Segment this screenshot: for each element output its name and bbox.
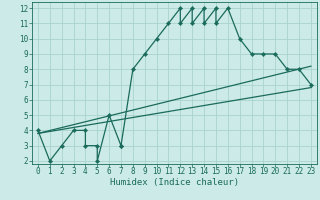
- X-axis label: Humidex (Indice chaleur): Humidex (Indice chaleur): [110, 178, 239, 187]
